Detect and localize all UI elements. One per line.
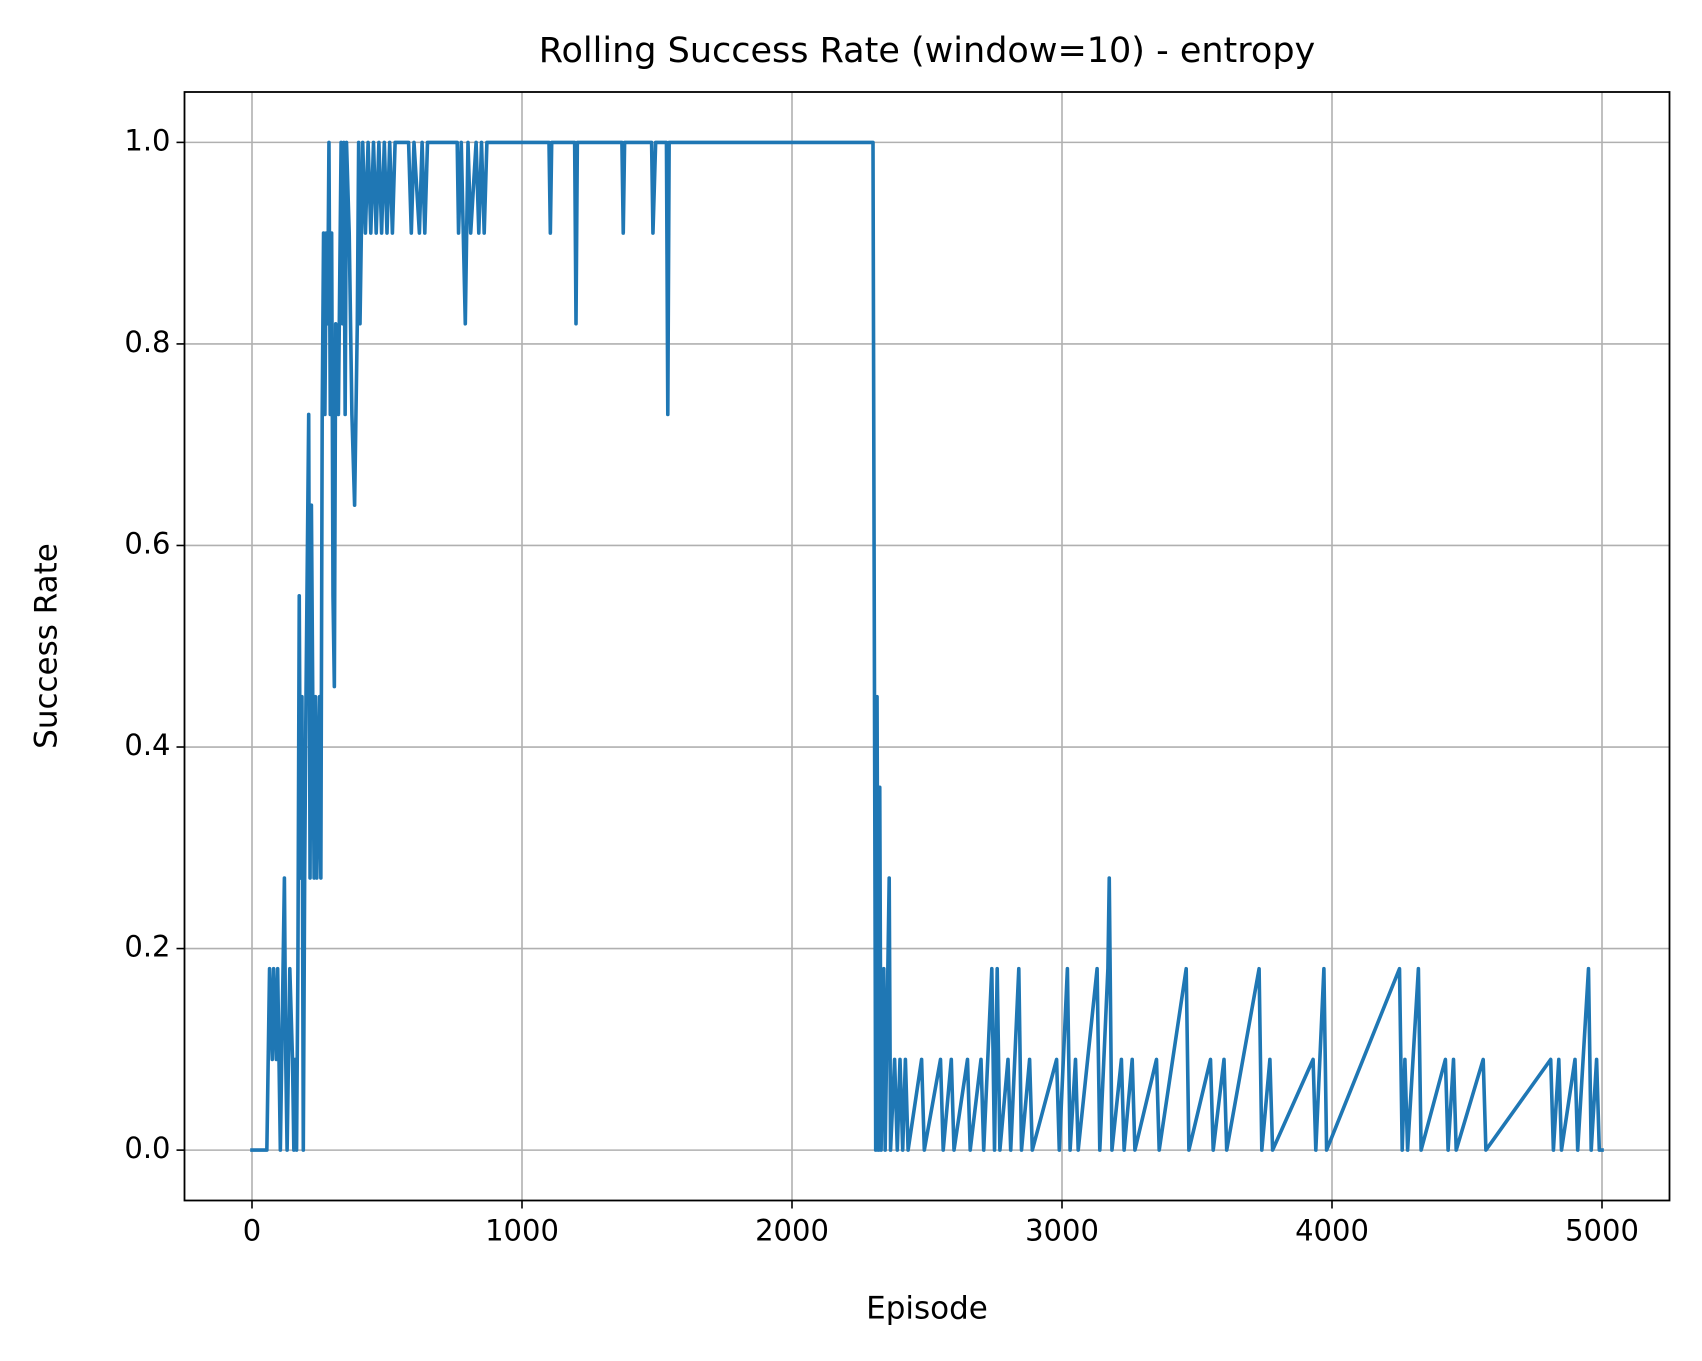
x-tick-label: 2000 bbox=[755, 1214, 829, 1248]
y-axis-label: Success Rate bbox=[29, 543, 65, 749]
x-tick-label: 5000 bbox=[1565, 1214, 1639, 1248]
x-tick-label: 3000 bbox=[1025, 1214, 1099, 1248]
plot-frame bbox=[183, 91, 1671, 1202]
x-tick-label: 0 bbox=[243, 1214, 261, 1248]
series-line bbox=[250, 140, 1604, 1152]
y-tick-label: 0.0 bbox=[124, 1131, 170, 1165]
y-tick-label: 1.0 bbox=[124, 123, 170, 157]
x-tick-label: 1000 bbox=[485, 1214, 559, 1248]
y-tick-label: 0.6 bbox=[124, 526, 170, 560]
x-axis-label: Episode bbox=[866, 1291, 988, 1327]
x-tick-label: 4000 bbox=[1295, 1214, 1369, 1248]
chart-title: Rolling Success Rate (window=10) - entro… bbox=[539, 31, 1316, 71]
y-tick-label: 0.8 bbox=[124, 325, 170, 359]
y-tick-label: 0.4 bbox=[124, 728, 170, 762]
y-tick-label: 0.2 bbox=[124, 930, 170, 964]
